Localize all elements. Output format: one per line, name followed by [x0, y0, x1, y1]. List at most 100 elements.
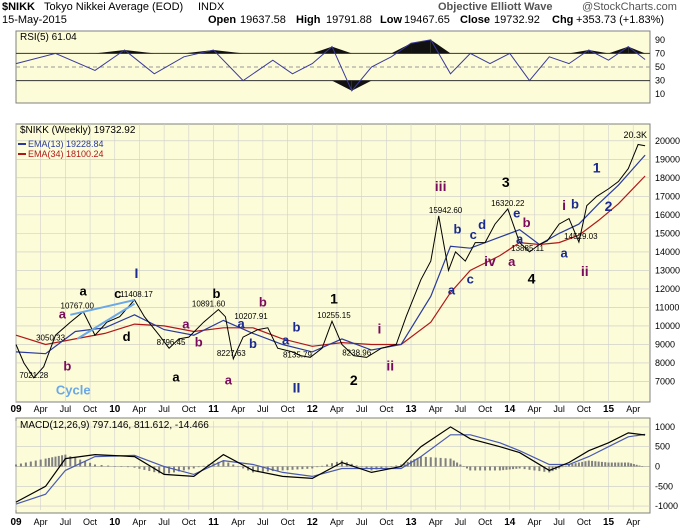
macd-hist-bar — [416, 457, 419, 467]
low-label: Low — [380, 14, 402, 26]
macd-hist-bar — [444, 458, 447, 467]
price-x-tick-label: Apr — [626, 404, 640, 414]
macd-hist-bar — [594, 461, 597, 467]
macd-hist-bar — [630, 463, 633, 467]
macd-hist-bar — [395, 465, 398, 467]
rsi-overbought-fill — [332, 46, 352, 54]
macd-hist-bar — [326, 464, 329, 467]
macd-signal-line — [15, 433, 646, 505]
price-x-tick-label: 14 — [504, 404, 516, 415]
macd-hist-bar — [498, 466, 501, 471]
macd-hist-bar — [591, 460, 594, 467]
wave-label: 4 — [528, 270, 536, 286]
price-y-tick-label: 14000 — [655, 247, 680, 257]
macd-hist-bar — [584, 461, 587, 467]
price-x-tick-label: Apr — [330, 404, 344, 414]
macd-hist-bar — [100, 465, 103, 467]
macd-hist-bar — [571, 463, 574, 467]
macd-y-tick-label: 1000 — [655, 422, 675, 432]
price-y-tick-label: 12000 — [655, 284, 680, 294]
macd-hist-bar — [635, 464, 638, 467]
macd-hist-bar — [242, 466, 245, 469]
index-name: Tokyo Nikkei Average (EOD) — [44, 1, 184, 13]
chg-value: +353.73 (+1.83%) — [576, 14, 665, 26]
macd-hist-bar — [449, 458, 452, 467]
wave-label: 2 — [350, 372, 358, 388]
macd-hist-bar — [607, 462, 610, 467]
wave-label: d — [478, 217, 486, 232]
trendline-blue-upper — [70, 299, 135, 316]
macd-y-ticks: -1000 -500 0 500 1000 — [655, 422, 678, 511]
macd-x-tick-label: Oct — [379, 517, 394, 527]
macd-x-tick-label: Oct — [83, 517, 98, 527]
macd-hist-bar — [163, 466, 166, 475]
macd-hist-bar — [276, 466, 279, 471]
macd-x-tick-label: Jul — [257, 517, 269, 527]
macd-hist-bar — [484, 466, 487, 471]
ema34-legend: EMA(34) 18100.24 — [28, 149, 104, 159]
rsi-overbought-fill — [312, 46, 333, 54]
price-annotation: 8238.96 — [342, 349, 371, 358]
trendlines — [70, 299, 136, 340]
macd-hist-bar — [158, 466, 161, 474]
rsi-oversold-fill — [351, 80, 372, 91]
price-x-tick-label: Oct — [379, 404, 394, 414]
macd-panel: MACD(12,26,9) 797.146, 811.612, -14.466 … — [10, 417, 678, 528]
price-x-tick-label: Oct — [478, 404, 493, 414]
wave-label: b — [249, 336, 257, 351]
macd-hist-bar — [168, 466, 171, 474]
wave-label: 1 — [330, 291, 338, 307]
price-y-ticks: 7000 8000 9000 10000 11000 12000 13000 14000 150… — [655, 136, 680, 387]
close-label: Close — [460, 14, 490, 26]
macd-x-tick-label: Jul — [356, 517, 368, 527]
rsi-y-tick-label: 10 — [655, 89, 665, 99]
price-y-tick-label: 20000 — [655, 136, 680, 146]
wave-label: Cycle — [56, 382, 91, 397]
price-annotation: 16320.22 — [491, 199, 525, 208]
macd-hist-bar — [148, 466, 151, 472]
macd-hist-bar — [177, 466, 180, 472]
macd-hist-bar — [641, 466, 644, 467]
macd-hist-bar — [452, 460, 455, 467]
rsi-y-tick-label: 30 — [655, 76, 665, 86]
price-x-tick-label: Jul — [158, 404, 170, 414]
macd-hist-bar — [508, 466, 511, 470]
wave-label: b — [523, 215, 531, 230]
date: 15-May-2015 — [2, 14, 67, 26]
macd-hist-bar — [57, 455, 60, 467]
macd-hist-bar — [365, 466, 368, 469]
price-annotation: 8796.45 — [157, 338, 186, 347]
macd-hist-bar — [518, 466, 521, 469]
chart-header: $NIKK Tokyo Nikkei Average (EOD) INDX Ob… — [0, 0, 700, 28]
macd-y-tick-label: -1000 — [655, 501, 678, 511]
last-price-label: 20.3K — [623, 130, 647, 140]
price-x-tick-label: Oct — [281, 404, 296, 414]
rsi-y-tick-label: 50 — [655, 62, 665, 72]
macd-hist-bar — [153, 466, 156, 473]
macd-hist-bar — [187, 466, 190, 470]
macd-hist-bar — [512, 466, 515, 470]
copyright: @StockCharts.com — [582, 1, 677, 13]
wave-labels: CycleaabcdIaabbbabaabII12iiiiiiabccdiv3e… — [56, 159, 613, 397]
macd-x-tick-label: Jul — [553, 517, 565, 527]
price-y-tick-label: 11000 — [655, 302, 679, 312]
macd-hist-bar — [74, 457, 77, 467]
ema13-legend: EMA(13) 19228.84 — [28, 139, 104, 149]
ema13-line — [15, 154, 646, 355]
macd-hist-bar — [638, 465, 641, 467]
macd-x-tick-label: 13 — [405, 517, 417, 528]
wave-label: II — [293, 380, 301, 396]
note: Objective Elliott Wave — [438, 1, 553, 13]
wave-label: c — [114, 286, 121, 301]
rsi-overbought-fill — [411, 39, 431, 54]
macd-hist-bar — [456, 462, 459, 467]
price-x-tick-label: Jul — [356, 404, 368, 414]
macd-hist-bar — [138, 466, 141, 469]
open-value: 19637.58 — [240, 14, 286, 26]
macd-hist-bar — [424, 456, 427, 467]
price-x-tick-label: 13 — [405, 404, 417, 415]
high-label: High — [296, 14, 321, 26]
macd-hist-bar — [296, 466, 299, 470]
macd-hist-bar — [192, 466, 195, 469]
